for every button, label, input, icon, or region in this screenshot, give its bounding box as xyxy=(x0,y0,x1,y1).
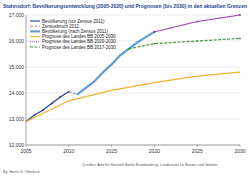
point xyxy=(154,31,156,33)
legend-swatch xyxy=(30,26,40,27)
point xyxy=(239,38,241,40)
grid-line xyxy=(26,145,240,146)
x-tick-label: 2015 xyxy=(106,148,117,154)
y-tick-label: 16.000 xyxy=(9,38,25,44)
point xyxy=(42,109,44,111)
grid-line xyxy=(26,119,240,120)
point xyxy=(128,48,130,50)
series-line xyxy=(129,38,240,48)
x-tick-label: 2030 xyxy=(234,148,245,154)
point xyxy=(136,41,138,43)
source: Quellen: Amt für Statistik Berlin-Brande… xyxy=(82,163,218,167)
series-line xyxy=(26,92,69,122)
legend-swatch xyxy=(30,41,40,42)
point xyxy=(85,87,87,89)
point xyxy=(119,54,121,56)
x-tick-label: 2025 xyxy=(192,148,203,154)
point xyxy=(111,64,113,66)
legend-swatch xyxy=(30,30,40,32)
point xyxy=(34,114,36,116)
y-tick-label: 15.000 xyxy=(9,64,25,70)
x-tick-label: 2005 xyxy=(20,148,31,154)
x-tick-label: 2020 xyxy=(149,148,160,154)
y-tick-label: 17.000 xyxy=(9,12,25,18)
title: Stahnsdorf: Bevölkerungsentwicklung (200… xyxy=(3,3,247,9)
point xyxy=(196,40,198,42)
point xyxy=(128,48,130,50)
point xyxy=(51,103,53,105)
y-axis xyxy=(26,15,27,145)
y-tick-label: 12.000 xyxy=(9,142,25,148)
series-line xyxy=(69,92,78,95)
point xyxy=(196,21,198,23)
series-line xyxy=(26,72,240,121)
series-line xyxy=(154,15,240,32)
point xyxy=(154,43,156,45)
y-tick-label: 14.000 xyxy=(9,90,25,96)
point xyxy=(239,14,241,16)
point xyxy=(102,71,104,73)
point xyxy=(154,31,156,33)
legend-swatch xyxy=(30,20,40,21)
author: By: Hans G. Oberlack xyxy=(3,170,40,174)
x-tick-label: 2010 xyxy=(63,148,74,154)
legend-swatch xyxy=(30,46,40,47)
x-axis xyxy=(26,145,240,146)
point xyxy=(76,93,78,95)
grid-line xyxy=(26,67,240,68)
plot-area xyxy=(26,14,241,122)
point xyxy=(94,80,96,82)
legend-label: Prognose des Landes BB 2017-2030 xyxy=(42,45,116,50)
point xyxy=(145,36,147,38)
grid-line xyxy=(26,93,240,94)
point xyxy=(59,96,61,98)
grid-line xyxy=(26,15,240,16)
legend-swatch xyxy=(30,36,40,37)
y-tick-label: 13.000 xyxy=(9,116,25,122)
